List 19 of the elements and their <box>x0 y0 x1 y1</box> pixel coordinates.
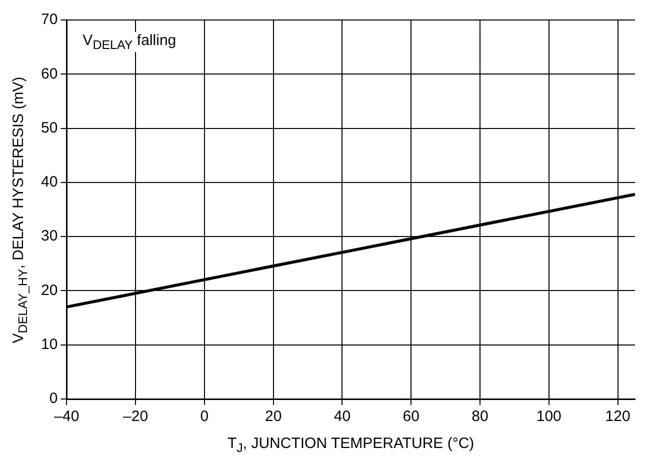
x-tick-label: 60 <box>402 408 420 426</box>
x-tick-label: 0 <box>200 408 209 426</box>
y-tick-label: 10 <box>40 336 58 353</box>
x-tick-label: 20 <box>265 408 282 426</box>
x-tick-label: –40 <box>54 408 80 426</box>
x-tick-label: –20 <box>123 408 148 426</box>
y-tick-label: 20 <box>40 282 58 299</box>
x-tick-label: 100 <box>536 408 562 426</box>
y-tick-label: 0 <box>49 390 58 408</box>
y-tick-label: 40 <box>40 174 58 191</box>
x-tick-label: 40 <box>334 408 351 426</box>
annotation: V$_{DELAY}$ falling <box>80 32 178 52</box>
x-axis-title: T$_{J}$, JUNCTION TEMPERATURE (°C) <box>226 435 476 455</box>
y-tick-label: 50 <box>40 119 58 136</box>
x-tick-label: 80 <box>472 408 488 426</box>
y-tick-label: 70 <box>40 11 58 28</box>
x-tick-label: 120 <box>605 408 630 426</box>
y-tick-label: 30 <box>40 228 58 245</box>
y-tick-label: 60 <box>40 65 58 82</box>
